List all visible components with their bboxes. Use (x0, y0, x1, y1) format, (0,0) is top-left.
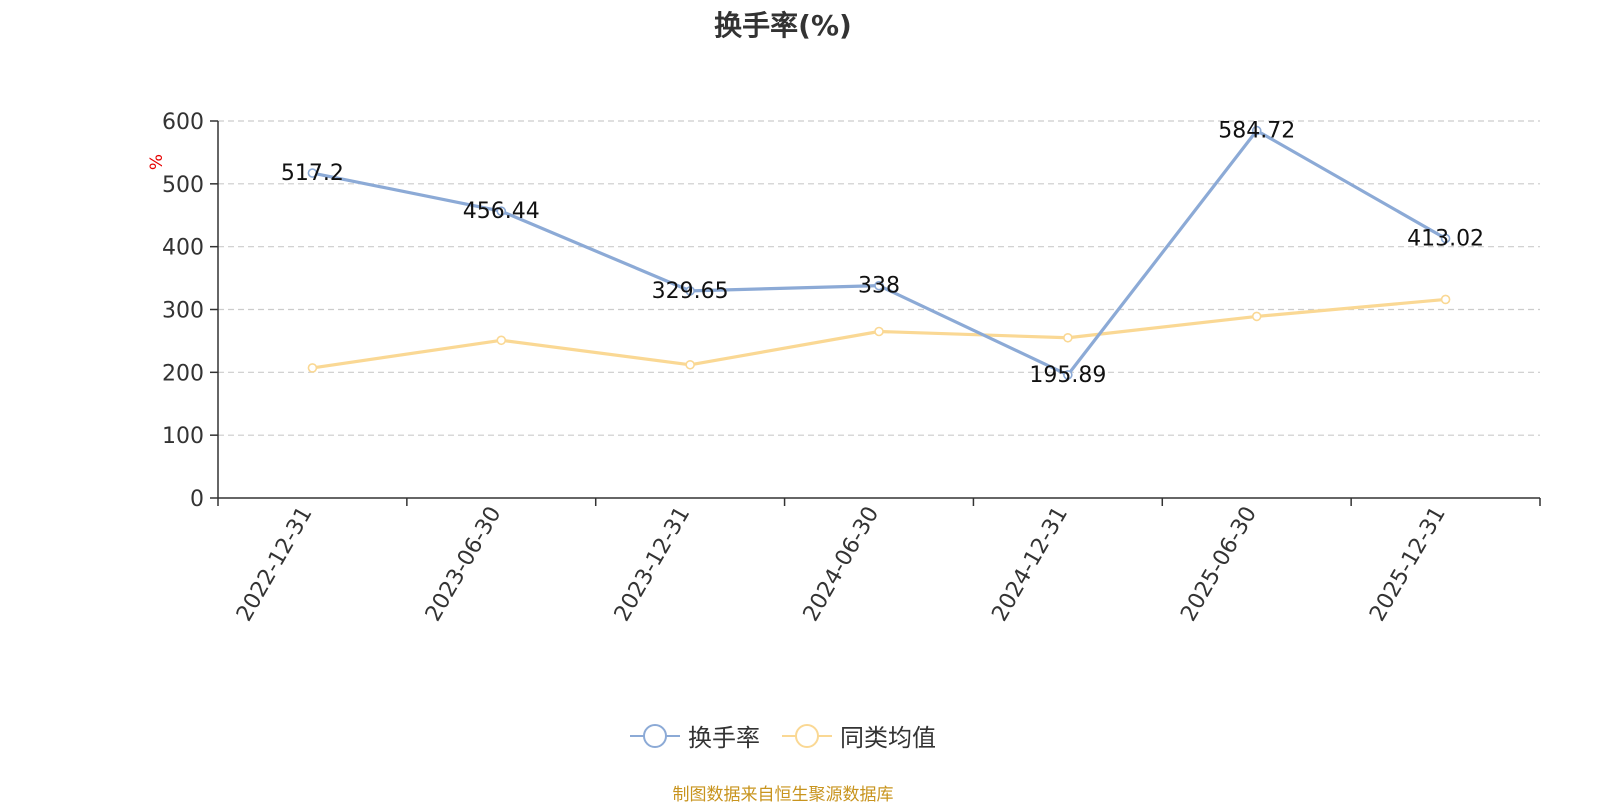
legend: 换手率 同类均值 (0, 718, 1566, 753)
legend-line-circle-icon (630, 723, 680, 748)
data-point[interactable] (496, 335, 507, 346)
legend-label: 换手率 (688, 724, 760, 752)
data-source-note: 制图数据来自恒生聚源数据库 (672, 785, 894, 805)
data-point[interactable] (496, 206, 507, 217)
legend-label: 同类均值 (840, 724, 936, 752)
x-tick-label: 2024-06-30 (799, 503, 885, 626)
axes: 0 100 200 300 400 500 600% 2022-12-31 2023-06-30… (147, 110, 1541, 626)
x-tick-label: 2023-06-30 (421, 503, 507, 626)
data-point[interactable] (307, 168, 318, 178)
legend-item-peer-average[interactable]: 同类均值 (782, 718, 936, 753)
data-point[interactable] (685, 286, 695, 296)
data-point[interactable] (307, 363, 318, 373)
y-tick-label: 500 (162, 173, 204, 198)
data-point[interactable] (1063, 332, 1073, 343)
data-label: 456.44 (463, 199, 540, 224)
legend-line-circle-icon (782, 723, 832, 748)
grid-lines (218, 120, 1540, 436)
y-tick-label: 400 (162, 236, 204, 261)
data-labels: 517.2 456.44 329.65 338 195.89 584.72 413.02 (281, 119, 1484, 388)
y-tick-label: 200 (162, 361, 204, 386)
data-point[interactable] (1440, 294, 1451, 305)
y-tick-label: 100 (162, 424, 204, 449)
data-point[interactable] (1251, 125, 1262, 136)
data-label: 338 (858, 274, 900, 299)
data-point[interactable] (874, 326, 884, 337)
data-point[interactable] (1440, 233, 1451, 244)
x-tick-label: 2025-12-31 (1365, 503, 1451, 626)
data-label: 517.2 (281, 161, 344, 186)
series-lines (307, 125, 1451, 380)
x-tick-label: 2024-12-31 (987, 503, 1073, 626)
y-tick-label: 0 (190, 487, 204, 512)
data-label: 413.02 (1407, 226, 1484, 251)
x-tick-label: 2025-06-30 (1176, 503, 1262, 626)
data-point[interactable] (874, 280, 884, 291)
chart-title: 换手率(%) (714, 9, 852, 42)
x-tick-label: 2023-12-31 (610, 503, 696, 626)
x-tick-label: 2022-12-31 (232, 503, 318, 626)
data-label: 329.65 (652, 279, 729, 304)
data-point[interactable] (1251, 311, 1262, 322)
data-point[interactable] (685, 359, 695, 370)
data-label: 584.72 (1218, 119, 1295, 144)
data-point[interactable] (1063, 370, 1073, 380)
legend-item-turnover[interactable]: 换手率 (630, 718, 760, 753)
data-label: 195.89 (1029, 363, 1106, 388)
y-tick-label: 600 (162, 110, 204, 135)
series-line-turnover (312, 129, 1447, 377)
y-tick-label: 300 (162, 299, 204, 324)
y-axis-unit-label: % (147, 154, 167, 170)
